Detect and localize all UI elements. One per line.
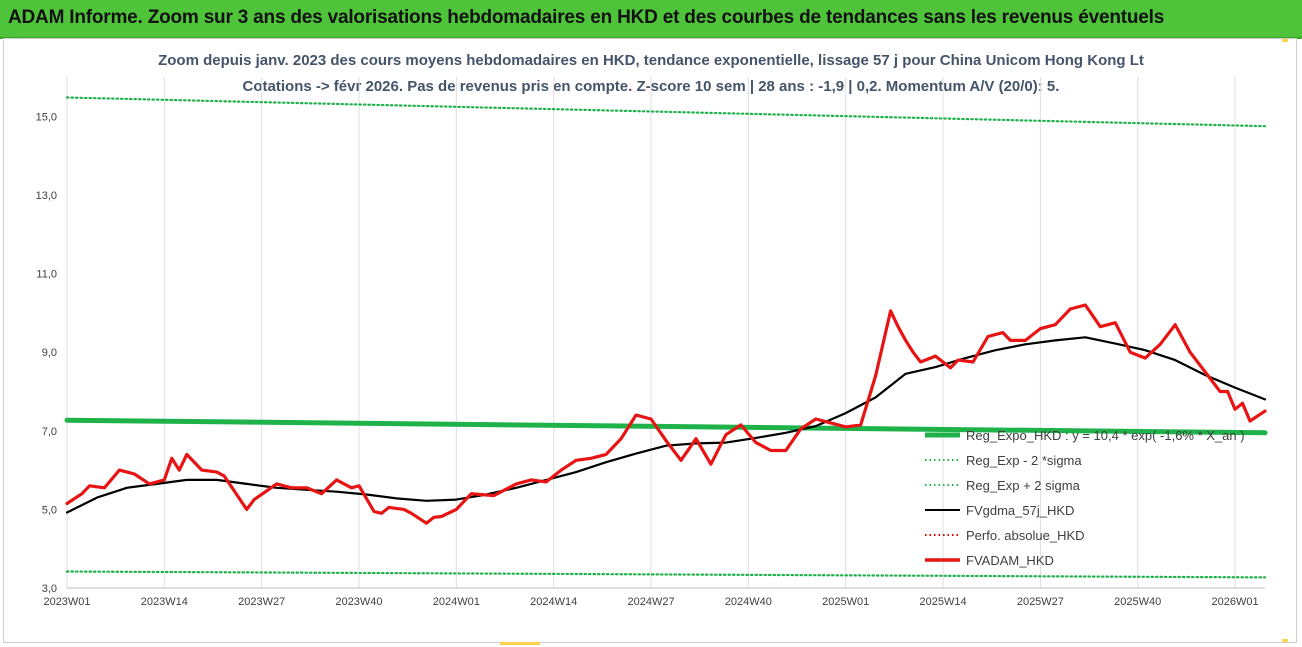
x-tick-label: 2023W14	[141, 596, 188, 608]
x-tick-label: 2024W14	[530, 596, 577, 608]
y-tick-label: 11,0	[36, 269, 57, 281]
x-tick-label: 2024W40	[725, 596, 772, 608]
legend-label: Perfo. absolue_HKD	[966, 528, 1085, 543]
x-tick-label: 2025W27	[1017, 596, 1064, 608]
banner-title: ADAM Informe. Zoom sur 3 ans des valoris…	[8, 7, 1165, 28]
x-tick-label: 2025W14	[919, 596, 966, 608]
x-tick-label: 2024W27	[627, 596, 674, 608]
y-tick-label: 7,0	[42, 426, 57, 438]
series-line-3	[65, 336, 1267, 514]
x-tick-label: 2025W40	[1114, 596, 1161, 608]
legend-label: Reg_Exp + 2 sigma	[966, 478, 1081, 493]
chart-frame	[3, 38, 1297, 643]
y-tick-label: 15,0	[36, 111, 57, 123]
y-tick-label: 3,0	[42, 583, 57, 595]
edge-marker	[500, 642, 540, 645]
legend-label: Reg_Expo_HKD : y = 10,4 * exp( -1,6% * X…	[966, 428, 1245, 443]
x-tick-label: 2026W01	[1212, 596, 1259, 608]
series-line-0	[64, 417, 1268, 436]
x-tick-label: 2023W40	[335, 596, 382, 608]
series-line-1	[65, 570, 1267, 579]
corner-marker	[1282, 39, 1288, 42]
series-line-5	[65, 303, 1267, 525]
y-tick-label: 5,0	[42, 504, 57, 516]
x-tick-label: 2023W27	[238, 596, 285, 608]
chart-title-line1: Zoom depuis janv. 2023 des cours moyens …	[158, 52, 1144, 69]
y-tick-label: 9,0	[42, 347, 57, 359]
y-tick-label: 13,0	[36, 190, 57, 202]
legend-label: Reg_Exp - 2 *sigma	[966, 453, 1082, 468]
corner-marker	[1282, 639, 1288, 642]
legend-label: FVgdma_57j_HKD	[966, 503, 1074, 518]
x-tick-label: 2025W01	[822, 596, 869, 608]
legend-label: FVADAM_HKD	[966, 553, 1054, 568]
x-tick-label: 2024W01	[433, 596, 480, 608]
series-line-2	[65, 96, 1267, 128]
x-tick-label: 2023W01	[43, 596, 90, 608]
